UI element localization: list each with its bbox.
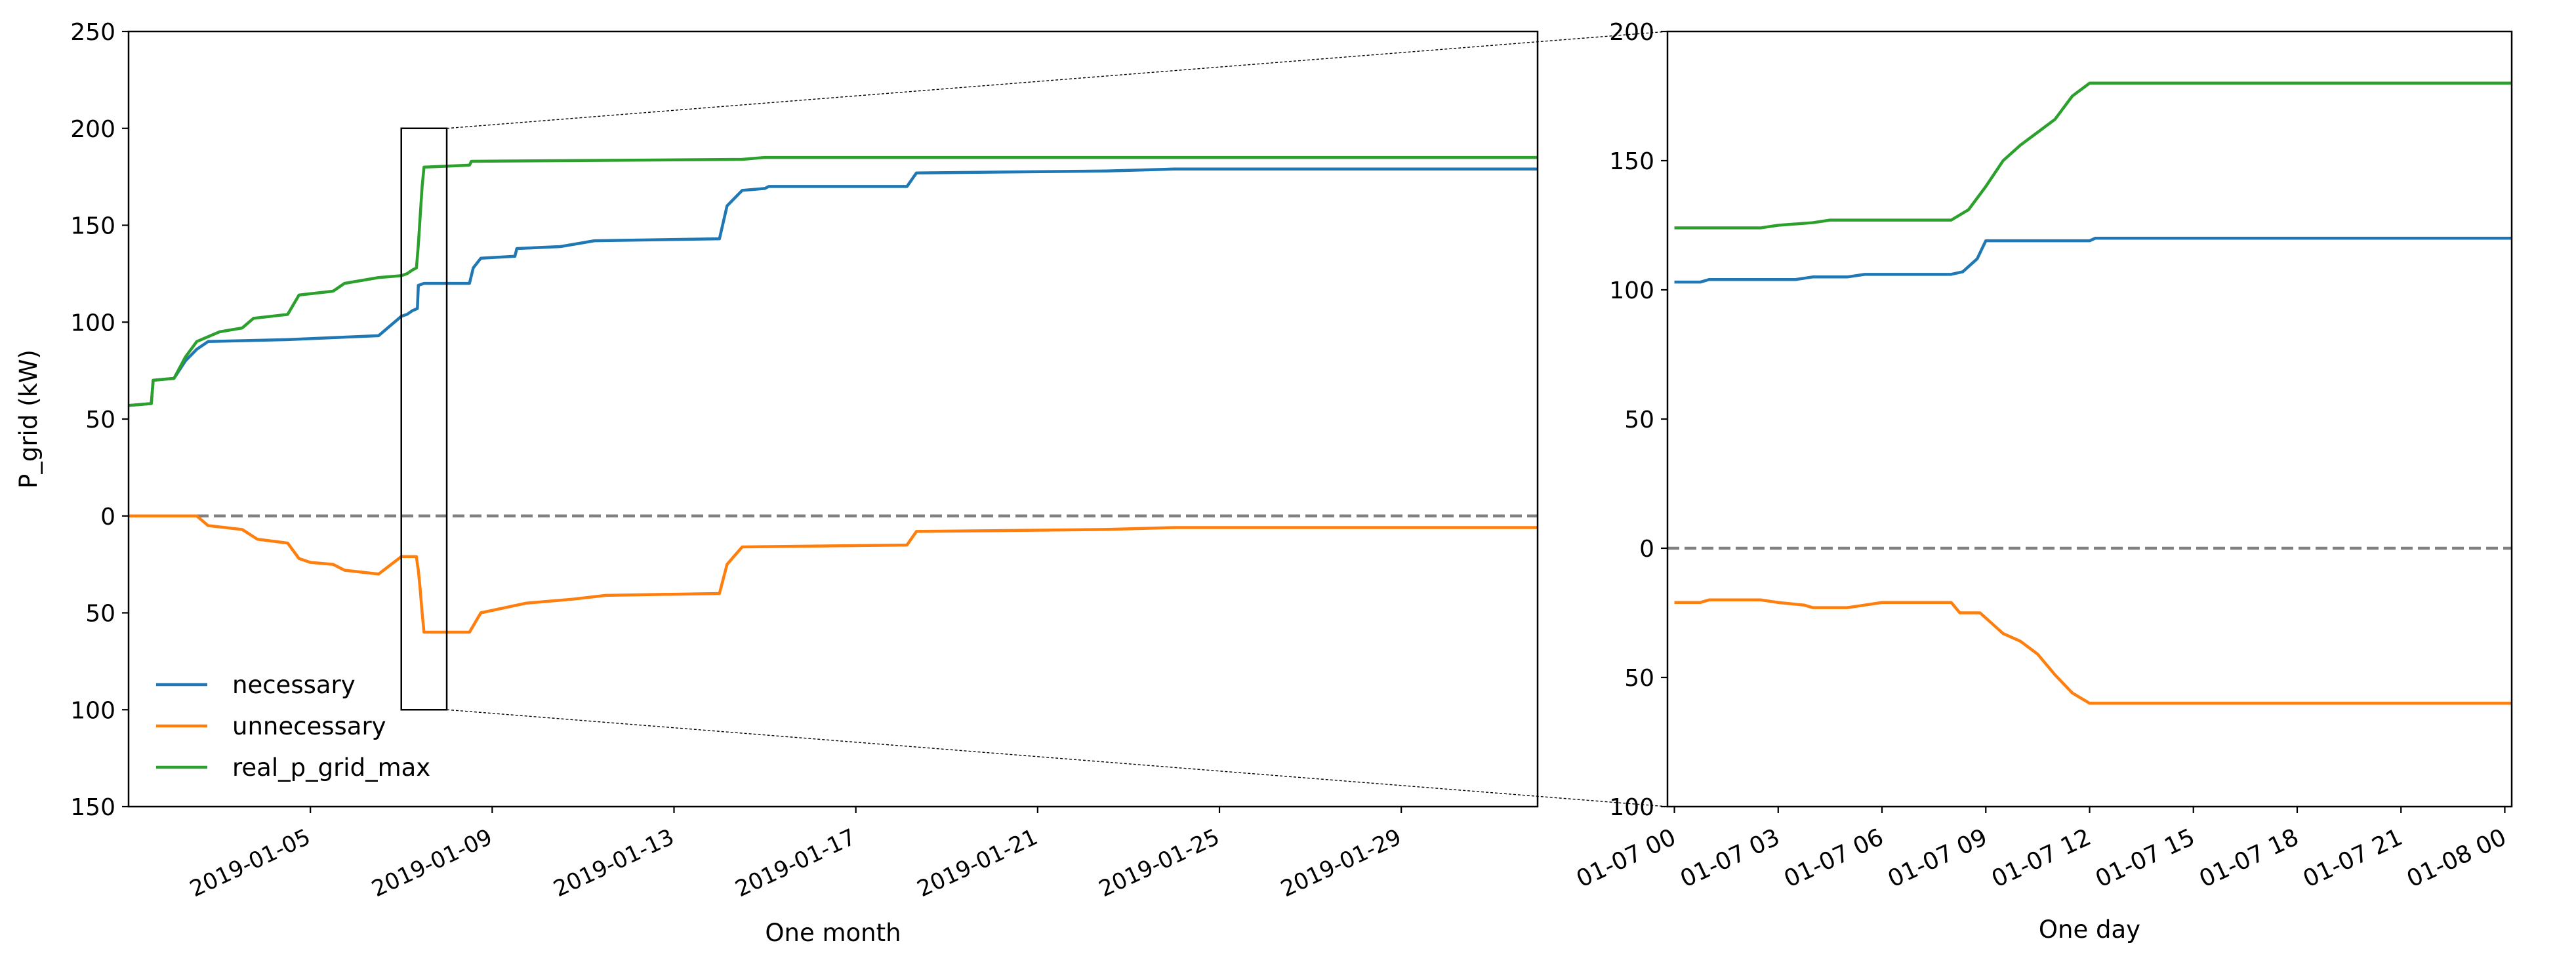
month-y-tick-label: 200 — [70, 116, 115, 143]
month-series-unnecessary — [129, 514, 1538, 634]
month-series-real-p-grid-max — [128, 155, 1538, 407]
day-plot-area — [1667, 81, 2512, 705]
zoom-connector-top — [446, 31, 1668, 129]
legend: necessary unnecessary real_p_grid_max — [156, 671, 430, 782]
legend-label-unnecessary: unnecessary — [232, 712, 386, 740]
day-series-necessary — [1674, 236, 2512, 284]
month-y-tick-label: 0 — [100, 504, 115, 531]
month-y-tick-label: 50 — [85, 407, 115, 433]
legend-label-real-p-grid-max: real_p_grid_max — [232, 753, 430, 782]
month-series-necessary — [128, 167, 1538, 407]
day-y-tick-label: 100 — [1609, 794, 1654, 821]
day-axes-frame — [1666, 30, 2513, 808]
month-y-tick-label: 150 — [70, 213, 115, 240]
day-x-axis-title: One day — [2039, 915, 2140, 944]
day-y-tick-label: 0 — [1639, 536, 1654, 563]
day-series-unnecessary — [1674, 598, 2512, 705]
month-y-tick-label: 100 — [70, 310, 115, 336]
day-y-axis: 100 50 0 50 100 150 200 — [1609, 19, 1667, 821]
day-y-tick-label: 150 — [1609, 148, 1654, 175]
month-y-axis: 150 100 50 0 50 100 150 200 250 — [70, 19, 129, 821]
month-y-tick-label: 150 — [70, 794, 115, 821]
month-y-tick-label: 50 — [85, 601, 115, 628]
legend-label-necessary: necessary — [232, 671, 356, 699]
day-series-real-p-grid-max — [1674, 81, 2512, 230]
zoom-connector-bottom — [446, 709, 1668, 807]
day-y-tick-label: 100 — [1609, 277, 1654, 304]
month-y-tick-label: 100 — [70, 697, 115, 724]
month-y-axis-title: P_grid (kW) — [14, 350, 43, 489]
zoom-box — [400, 127, 448, 711]
month-plot-area — [128, 155, 1538, 634]
month-y-tick-label: 250 — [70, 19, 115, 46]
month-x-axis-title: One month — [765, 919, 901, 947]
day-y-tick-label: 50 — [1624, 407, 1654, 433]
day-y-tick-label: 50 — [1624, 665, 1654, 692]
month-axes-frame — [127, 30, 1539, 808]
day-y-tick-label: 200 — [1609, 19, 1654, 46]
zoom-indicator — [400, 31, 1668, 807]
